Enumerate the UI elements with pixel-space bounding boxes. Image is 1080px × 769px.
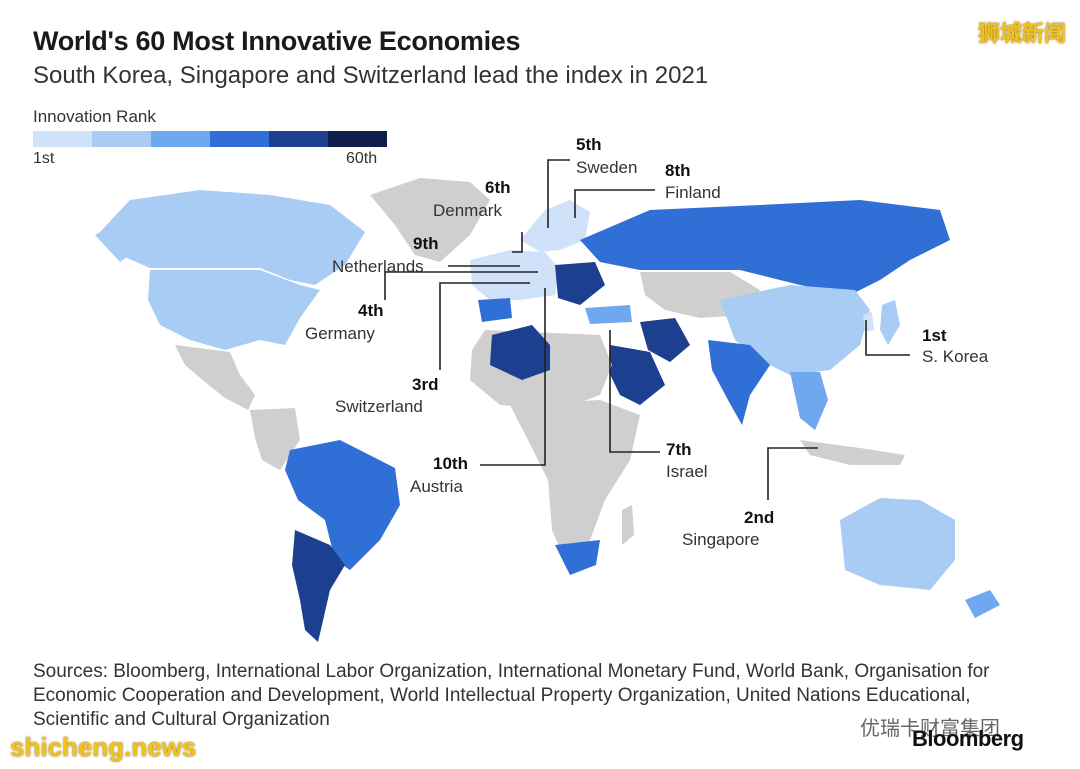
callout-rank-switzerland: 3rd: [412, 375, 438, 394]
region-korea: [863, 312, 874, 332]
region-indonesia: [800, 440, 905, 465]
callout-rank-germany: 4th: [358, 301, 384, 320]
region-russia: [580, 200, 950, 295]
region-madagascar: [622, 505, 634, 545]
legend-color-scale: [33, 131, 387, 147]
region-canada: [100, 190, 365, 285]
bloomberg-logo: Bloomberg: [912, 726, 1024, 751]
callout-name-denmark: Denmark: [433, 201, 502, 220]
legend-title: Innovation Rank: [33, 107, 156, 126]
callout-name-singapore: Singapore: [682, 530, 760, 549]
region-europe-west: [470, 250, 560, 300]
leader-line-israel: [609, 330, 660, 453]
region-usa: [148, 270, 320, 350]
legend-swatch-3: [151, 131, 210, 147]
callout-name-austria: Austria: [410, 477, 463, 496]
legend-min-label: 1st: [33, 150, 55, 167]
leader-line-germany: [384, 271, 538, 300]
callout-rank-sweden: 5th: [576, 135, 602, 154]
region-iran: [640, 318, 690, 362]
leader-line-singapore: [767, 447, 818, 500]
region-southeast-asia: [790, 372, 828, 430]
callout-name-israel: Israel: [666, 462, 708, 481]
region-brazil: [285, 440, 400, 570]
leader-line-switzerland: [439, 282, 530, 370]
legend-max-label: 60th: [346, 150, 378, 167]
region-scandinavia: [520, 200, 590, 252]
callout-rank-s-korea: 1st: [922, 326, 947, 345]
callout-rank-austria: 10th: [433, 454, 468, 473]
callout-name-germany: Germany: [305, 324, 375, 343]
callout-name-netherlands: Netherlands: [332, 257, 424, 276]
chart-subtitle: South Korea, Singapore and Switzerland l…: [33, 62, 709, 89]
region-australia: [840, 498, 955, 590]
watermark-bottom-right: 优瑞卡财富集团: [860, 718, 1000, 740]
callout-rank-finland: 8th: [665, 161, 691, 180]
leader-line-denmark: [512, 232, 523, 253]
callout-name-s-korea: S. Korea: [922, 347, 989, 366]
region-eastern-europe: [555, 262, 605, 305]
region-south-america-north: [250, 408, 300, 470]
leader-line-austria: [480, 288, 546, 466]
leader-line-s-korea: [865, 320, 910, 356]
chart-title: World's 60 Most Innovative Economies: [33, 26, 521, 56]
callout-rank-netherlands: 9th: [413, 234, 439, 253]
callout-name-sweden: Sweden: [576, 158, 637, 177]
watermark-top-right: 狮城新闻: [977, 21, 1066, 46]
region-south-africa: [555, 540, 600, 575]
region-greenland: [370, 178, 490, 262]
region-mexico: [175, 345, 255, 410]
region-new-zealand: [965, 590, 1000, 618]
region-turkey: [585, 305, 632, 324]
leader-line-sweden: [547, 159, 570, 228]
callout-name-switzerland: Switzerland: [335, 397, 423, 416]
region-saudi-arabia: [608, 345, 665, 405]
leader-line-finland: [574, 189, 655, 218]
region-alaska: [95, 215, 150, 262]
legend-swatch-2: [92, 131, 151, 147]
region-japan: [880, 300, 900, 345]
legend-swatch-1: [33, 131, 92, 147]
legend-swatch-5: [269, 131, 328, 147]
callout-rank-israel: 7th: [666, 440, 692, 459]
watermark-bottom-left: shicheng.news: [10, 732, 197, 762]
legend-swatch-6: [328, 131, 387, 147]
region-iberia: [478, 298, 512, 322]
sources-note: Sources: Bloomberg, International Labor …: [33, 661, 990, 730]
callout-rank-singapore: 2nd: [744, 508, 774, 527]
callout-rank-denmark: 6th: [485, 178, 511, 197]
region-india: [708, 340, 770, 425]
region-sub-saharan-africa: [510, 400, 640, 560]
legend-swatch-4: [210, 131, 269, 147]
region-algeria: [490, 325, 550, 380]
callout-name-finland: Finland: [665, 183, 721, 202]
region-argentina-chile: [292, 530, 345, 642]
